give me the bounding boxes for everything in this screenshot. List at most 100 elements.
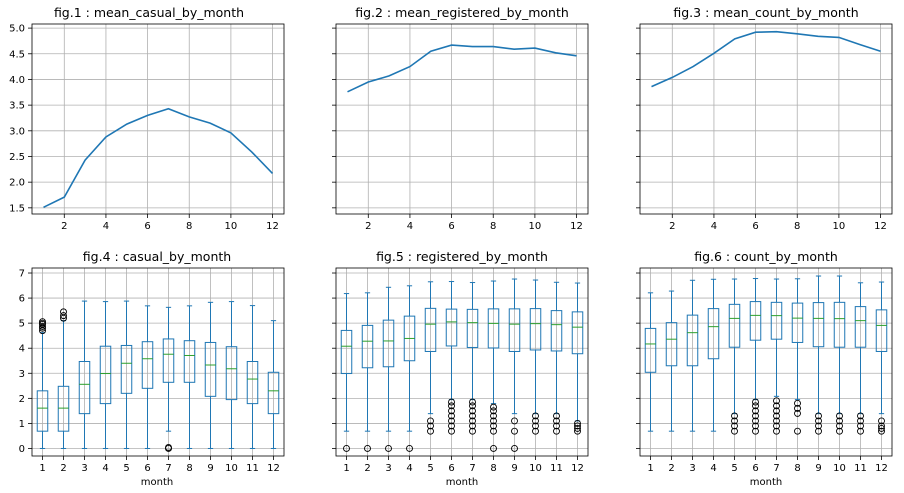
outlier-point bbox=[490, 445, 497, 452]
x-tick-label: 8 bbox=[794, 463, 800, 474]
outlier-point bbox=[553, 427, 560, 435]
outlier-point bbox=[815, 422, 822, 430]
outlier-point bbox=[752, 412, 759, 420]
outlier-point bbox=[364, 445, 371, 452]
x-tick-label: 3 bbox=[385, 463, 391, 474]
box-iqr bbox=[361, 324, 374, 369]
series-line bbox=[347, 44, 577, 93]
outlier-point bbox=[878, 427, 885, 435]
outlier-point bbox=[165, 444, 172, 451]
outlier-point bbox=[857, 417, 864, 425]
box-iqr bbox=[340, 329, 353, 375]
outlier-point bbox=[815, 417, 822, 425]
series-line bbox=[651, 30, 881, 88]
outlier-point bbox=[836, 427, 843, 435]
outlier-point bbox=[836, 412, 843, 420]
x-tick-label: 8 bbox=[490, 463, 496, 474]
box-4 bbox=[403, 285, 416, 452]
outlier-point bbox=[553, 417, 560, 425]
outlier-point bbox=[490, 412, 497, 420]
axes-frame bbox=[335, 267, 589, 457]
y-tick-label: 4 bbox=[19, 344, 25, 355]
box-10 bbox=[529, 279, 542, 435]
outlier-point bbox=[490, 417, 497, 425]
outlier-point bbox=[574, 427, 581, 435]
outlier-point bbox=[731, 412, 738, 420]
box-5 bbox=[728, 278, 741, 435]
x-tick-label: 12 bbox=[267, 463, 280, 474]
outlier-point bbox=[794, 427, 801, 435]
x-tick-label: 6 bbox=[448, 221, 454, 232]
x-tick-label: 6 bbox=[752, 463, 758, 474]
panel-mean-registered-by-month: fig.2 : mean_registered_by_month 2 4 6 8 10 1… bbox=[332, 5, 589, 232]
box-1 bbox=[340, 293, 353, 452]
box-9 bbox=[812, 275, 825, 435]
box-12 bbox=[571, 282, 584, 435]
x-tick-label: 6 bbox=[144, 463, 150, 474]
panel-mean-count-by-month: fig.3 : mean_count_by_month 2 4 6 8 10 12 bbox=[636, 5, 893, 232]
axes-frame bbox=[639, 23, 893, 215]
y-tick-label: 5.0 bbox=[9, 24, 25, 35]
box-10 bbox=[833, 275, 846, 435]
outlier-point bbox=[574, 424, 581, 432]
box-iqr bbox=[204, 341, 217, 397]
box-7 bbox=[466, 282, 479, 435]
box-1 bbox=[644, 292, 657, 432]
outlier-point bbox=[511, 417, 518, 425]
x-tick-label: 12 bbox=[875, 463, 888, 474]
box-iqr bbox=[508, 308, 521, 352]
outlier-point bbox=[490, 427, 497, 435]
x-axis-label: month bbox=[750, 477, 782, 488]
x-tick-label: 9 bbox=[815, 463, 821, 474]
outlier-point bbox=[511, 445, 518, 452]
y-tick-label: 5 bbox=[19, 319, 25, 330]
y-tick-label: 3 bbox=[19, 369, 25, 380]
box-iqr bbox=[529, 308, 542, 351]
outlier-point bbox=[752, 402, 759, 410]
box-iqr bbox=[665, 322, 678, 367]
outlier-point bbox=[878, 417, 885, 425]
outlier-point bbox=[427, 427, 434, 435]
axes-frame bbox=[335, 23, 589, 215]
box-iqr bbox=[78, 360, 91, 415]
plot-area bbox=[336, 268, 588, 456]
panel-title: fig.4 : casual_by_month bbox=[83, 249, 231, 264]
y-tick-label: 2 bbox=[19, 394, 25, 405]
box-iqr bbox=[571, 311, 584, 355]
outlier-point bbox=[857, 427, 864, 435]
x-tick-label: 6 bbox=[752, 221, 758, 232]
x-tick-label: 10 bbox=[529, 221, 542, 232]
plot-area bbox=[640, 24, 892, 214]
outlier-point bbox=[406, 445, 413, 452]
box-iqr bbox=[141, 341, 154, 389]
y-tick-label: 7 bbox=[19, 269, 25, 280]
outlier-point bbox=[553, 412, 560, 420]
box-iqr bbox=[550, 310, 563, 352]
outlier-point bbox=[532, 417, 539, 425]
outlier-point bbox=[857, 422, 864, 430]
box-10 bbox=[225, 301, 238, 449]
box-iqr bbox=[791, 302, 804, 343]
y-tick-label: 6 bbox=[19, 294, 25, 305]
outlier-point bbox=[815, 412, 822, 420]
outlier-point bbox=[836, 422, 843, 430]
outlier-point bbox=[773, 407, 780, 415]
series-line bbox=[43, 107, 274, 209]
box-iqr bbox=[120, 344, 133, 394]
x-axis-label: month bbox=[141, 477, 173, 488]
box-iqr bbox=[445, 308, 458, 347]
box-3 bbox=[382, 286, 395, 452]
box-6 bbox=[445, 281, 458, 435]
x-tick-label: 2 bbox=[60, 463, 66, 474]
x-tick-label: 6 bbox=[144, 221, 150, 232]
outlier-point bbox=[773, 422, 780, 430]
x-tick-label: 12 bbox=[570, 221, 583, 232]
box-5 bbox=[120, 300, 133, 449]
panel-title: fig.5 : registered_by_month bbox=[376, 249, 548, 264]
outlier-point bbox=[511, 427, 518, 435]
box-3 bbox=[78, 300, 91, 449]
box-8 bbox=[487, 280, 500, 452]
x-tick-label: 2 bbox=[669, 221, 675, 232]
outlier-point bbox=[794, 404, 801, 412]
